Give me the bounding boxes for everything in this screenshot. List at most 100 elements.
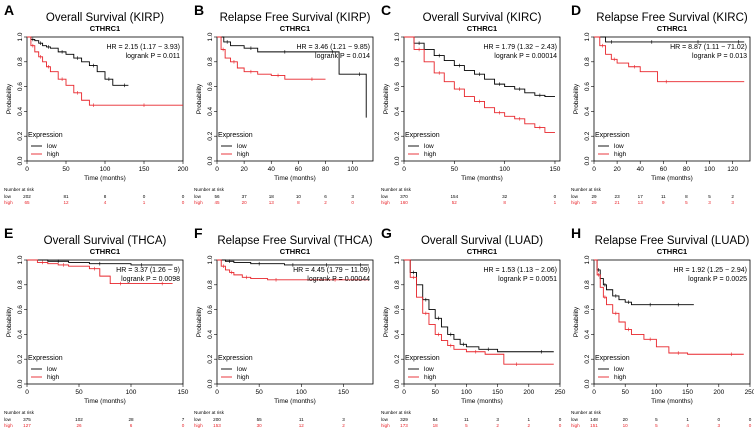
risk-value-low: 56 (214, 194, 220, 199)
risk-value-low: 202 (23, 194, 31, 199)
x-tick-label: 50 (622, 389, 630, 396)
risk-value-low: 200 (213, 417, 221, 422)
logrank-p: logrank P = 0.014 (315, 53, 370, 60)
risk-table-title: Number at risk (194, 410, 225, 415)
y-axis-label: Probability (196, 306, 203, 337)
risk-value-low: 329 (400, 417, 408, 422)
y-tick-label: 0.2 (584, 354, 591, 363)
risk-value-low: 0 (559, 417, 562, 422)
y-tick-label: 1.0 (394, 32, 401, 41)
legend-title: Expression (28, 132, 63, 139)
risk-value-high: 0 (749, 423, 752, 428)
x-tick-label: 0 (592, 166, 596, 173)
risk-value-high: 151 (590, 423, 598, 428)
panel-title: Relapse Free Survival (LUAD) (595, 235, 750, 247)
x-tick-label: 60 (660, 166, 668, 173)
risk-value-high: 65 (24, 200, 30, 205)
y-tick-label: 1.0 (584, 32, 591, 41)
panel-letter: E (4, 225, 13, 241)
risk-table-title: Number at risk (194, 187, 225, 192)
y-tick-label: 0.8 (584, 57, 591, 66)
y-tick-label: 0.8 (394, 57, 401, 66)
risk-value-low: 2 (731, 194, 734, 199)
y-tick-label: 0.0 (394, 379, 401, 388)
km-curve-low (27, 36, 129, 86)
km-curve-low (594, 36, 745, 43)
y-tick-label: 0.2 (394, 354, 401, 363)
risk-value-low: 37 (242, 194, 248, 199)
x-tick-label: 80 (322, 166, 330, 173)
risk-value-high: 4 (686, 423, 689, 428)
risk-value-high: 153 (213, 423, 221, 428)
km-curve-high (404, 259, 554, 365)
risk-value-high: 8 (297, 200, 300, 205)
x-tick-label: 150 (682, 389, 693, 396)
y-tick-label: 0.2 (584, 131, 591, 140)
risk-value-high: 20 (242, 200, 248, 205)
risk-row-label-high: high (194, 423, 203, 428)
km-curve-high (27, 36, 183, 106)
y-tick-label: 0.6 (17, 82, 24, 91)
risk-row-label-high: high (194, 200, 203, 205)
legend-label-high: high (614, 374, 627, 381)
plot-frame (216, 259, 374, 385)
risk-value-high: 52 (452, 200, 458, 205)
risk-value-high: 6 (130, 423, 133, 428)
risk-value-low: 1 (686, 417, 689, 422)
x-tick-label: 150 (338, 389, 349, 396)
logrank-p: logrank P = 0.0098 (121, 276, 180, 283)
risk-value-high: 26 (76, 423, 82, 428)
risk-value-low: 17 (638, 194, 644, 199)
km-curve-high (594, 36, 745, 83)
risk-value-high: 5 (685, 200, 688, 205)
x-tick-label: 100 (126, 389, 137, 396)
risk-row-label-high: high (571, 200, 580, 205)
x-tick-label: 20 (241, 166, 249, 173)
panel-title: Relapse Free Survival (THCA) (217, 235, 372, 247)
risk-value-high: 5 (465, 423, 468, 428)
x-tick-label: 0 (25, 166, 29, 173)
risk-row-label-low: low (4, 417, 12, 422)
x-tick-label: 100 (100, 166, 111, 173)
y-tick-label: 0.8 (394, 280, 401, 289)
y-tick-label: 0.6 (207, 82, 214, 91)
x-tick-label: 0 (25, 389, 29, 396)
legend-label-high: high (424, 151, 437, 158)
gene-label: CTHRC1 (280, 24, 310, 33)
x-tick-label: 250 (555, 389, 566, 396)
legend-label-low: low (424, 366, 434, 373)
x-tick-label: 50 (451, 166, 459, 173)
x-tick-label: 200 (178, 166, 189, 173)
panel-title: Relapse Free Survival (KIRC) (596, 12, 748, 24)
km-curve-high (217, 259, 369, 281)
hazard-ratio: HR = 1.53 (1.13 − 2.06) (483, 267, 557, 274)
km-curve-low (217, 36, 367, 118)
panel-h: H Relapse Free Survival (LUAD)CTHRC1 0.0 0.… (571, 225, 754, 428)
panel-e: E Overall Survival (THCA)CTHRC1 0.0 0.2 0.4 0… (4, 225, 189, 428)
y-tick-label: 0.4 (17, 330, 24, 339)
risk-value-low: 11 (299, 417, 304, 422)
y-tick-label: 0.6 (207, 305, 214, 314)
x-tick-label: 50 (432, 389, 440, 396)
risk-value-high: 3 (718, 423, 721, 428)
x-tick-label: 120 (727, 166, 738, 173)
risk-value-low: 8 (685, 194, 688, 199)
risk-value-high: 160 (400, 200, 408, 205)
y-tick-label: 0.2 (17, 354, 24, 363)
plot-frame (403, 36, 561, 162)
panel-b: B Relapse Free Survival (KIRP)CTHRC1 0.0 0.… (194, 2, 374, 205)
risk-value-low: 7 (182, 417, 185, 422)
panel-title: Overall Survival (KIRP) (46, 12, 164, 24)
risk-value-low: 10 (296, 194, 302, 199)
risk-value-high: 4 (104, 200, 107, 205)
x-tick-label: 100 (347, 166, 358, 173)
y-tick-label: 0.2 (207, 131, 214, 140)
panel-f: F Relapse Free Survival (THCA)CTHRC1 0.0 0.… (194, 225, 374, 428)
risk-value-high: 21 (615, 200, 621, 205)
risk-value-high: 0 (351, 200, 354, 205)
y-tick-label: 0.6 (394, 82, 401, 91)
x-axis-label: Time (months) (84, 175, 126, 182)
panel-letter: F (194, 225, 203, 241)
gene-label: CTHRC1 (90, 247, 120, 256)
logrank-p: logrank P = 0.0025 (688, 276, 747, 283)
